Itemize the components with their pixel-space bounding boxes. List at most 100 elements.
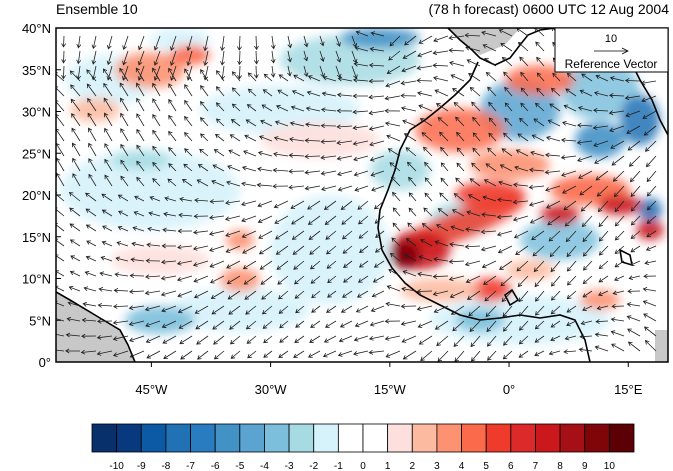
- wind-arrow: [85, 224, 97, 232]
- wind-arrow: [337, 76, 353, 82]
- wind-arrow: [279, 320, 289, 329]
- wind-arrow: [209, 260, 225, 268]
- wind-arrow: [152, 161, 161, 172]
- wind-arrow: [112, 335, 129, 341]
- wind-arrow: [117, 225, 129, 232]
- wind-arrow: [417, 50, 433, 58]
- wind-arrow: [528, 184, 545, 190]
- wind-arrow: [322, 75, 337, 82]
- wind-arrow: [310, 320, 321, 328]
- wind-arrow: [499, 164, 513, 172]
- wind-arrow: [391, 191, 401, 202]
- wind-arrow: [257, 200, 273, 208]
- wind-arrow: [260, 119, 273, 127]
- wind-arrow: [436, 335, 449, 347]
- wind-arrow: [144, 305, 161, 312]
- wind-arrow: [199, 117, 209, 127]
- wind-arrow: [70, 84, 81, 97]
- wind-arrow: [120, 175, 129, 187]
- wind-arrow: [592, 125, 609, 130]
- colorbar-swatch: [190, 423, 216, 453]
- wind-arrow: [515, 245, 529, 256]
- wind-arrow: [596, 185, 609, 197]
- wind-arrow: [582, 230, 593, 243]
- wind-arrow: [100, 256, 113, 262]
- wind-arrow: [480, 245, 497, 252]
- colorbar-swatch: [140, 423, 167, 453]
- wind-arrow: [163, 350, 177, 360]
- wind-arrow: [258, 230, 273, 239]
- wind-arrow: [306, 90, 321, 97]
- colorbar-label: 1: [385, 461, 391, 471]
- wind-arrow: [628, 155, 641, 167]
- wind-arrow: [200, 69, 209, 82]
- wind-arrow: [104, 174, 113, 187]
- lon-label: 45°W: [135, 382, 168, 397]
- wind-arrow: [503, 320, 513, 332]
- wind-arrow: [595, 319, 609, 324]
- wind-arrow: [136, 113, 145, 127]
- east-landmask: [655, 330, 668, 362]
- wind-arrow: [613, 275, 625, 281]
- latitude-labels: 40°N 35°N 30°N 25°N 20°N 15°N 10°N 5°N 0°: [22, 21, 61, 370]
- wind-arrow: [184, 99, 193, 112]
- wind-arrow: [177, 228, 193, 234]
- wind-arrow: [359, 245, 369, 253]
- wind-arrow: [88, 173, 97, 187]
- wind-arrow: [643, 125, 657, 136]
- wind-arrow: [277, 275, 289, 285]
- wind-arrow: [533, 260, 545, 273]
- wind-arrow: [432, 274, 449, 279]
- wind-arrow: [145, 274, 161, 280]
- wind-arrow: [210, 290, 225, 299]
- wind-arrow: [386, 134, 401, 142]
- wind-arrow: [237, 65, 242, 80]
- wind-arrow: [195, 320, 209, 330]
- wind-arrow: [487, 335, 497, 347]
- wind-arrow: [336, 108, 353, 114]
- wind-arrow: [137, 50, 145, 66]
- wind-arrow: [257, 150, 273, 157]
- wind-arrow: [518, 350, 529, 358]
- lon-label: 0°: [503, 382, 515, 397]
- wind-arrow: [287, 65, 292, 77]
- wind-arrow: [56, 128, 65, 142]
- wind-arrow: [358, 260, 369, 268]
- wind-arrow: [645, 155, 657, 168]
- wind-arrow: [368, 349, 385, 355]
- wind-arrow: [611, 303, 625, 309]
- wind-arrow: [193, 229, 209, 235]
- wind-arrow: [129, 273, 145, 279]
- wind-arrow: [402, 270, 417, 277]
- wind-arrow: [497, 245, 513, 254]
- wind-arrow: [184, 84, 193, 97]
- wind-arrow: [432, 63, 449, 68]
- wind-arrow: [594, 332, 609, 338]
- wind-arrow: [433, 35, 449, 43]
- wind-arrow: [439, 131, 449, 142]
- wind-arrow: [56, 238, 65, 247]
- wind-arrow: [434, 240, 449, 247]
- lon-label: 30°W: [255, 382, 288, 397]
- wind-arrow: [152, 129, 161, 142]
- wind-arrow: [341, 215, 353, 225]
- wind-arrow: [544, 169, 561, 175]
- wind-arrow: [224, 215, 241, 222]
- wind-arrow: [433, 305, 449, 313]
- wind-arrow: [598, 215, 609, 228]
- wind-arrow: [535, 290, 545, 302]
- wind-arrow: [179, 335, 193, 345]
- wind-arrow: [278, 74, 289, 82]
- wind-arrow: [440, 162, 449, 172]
- wind-arrow: [386, 285, 401, 292]
- wind-arrow: [625, 110, 641, 118]
- wind-arrow: [402, 119, 417, 127]
- wind-arrow: [609, 125, 625, 133]
- wind-arrow: [408, 192, 417, 202]
- wind-arrow: [534, 102, 545, 112]
- wind-arrow: [608, 93, 625, 98]
- wind-arrow: [106, 35, 113, 50]
- plot-title-left: Ensemble 10: [56, 1, 138, 17]
- wind-arrow: [291, 230, 305, 240]
- wind-arrow: [610, 140, 625, 149]
